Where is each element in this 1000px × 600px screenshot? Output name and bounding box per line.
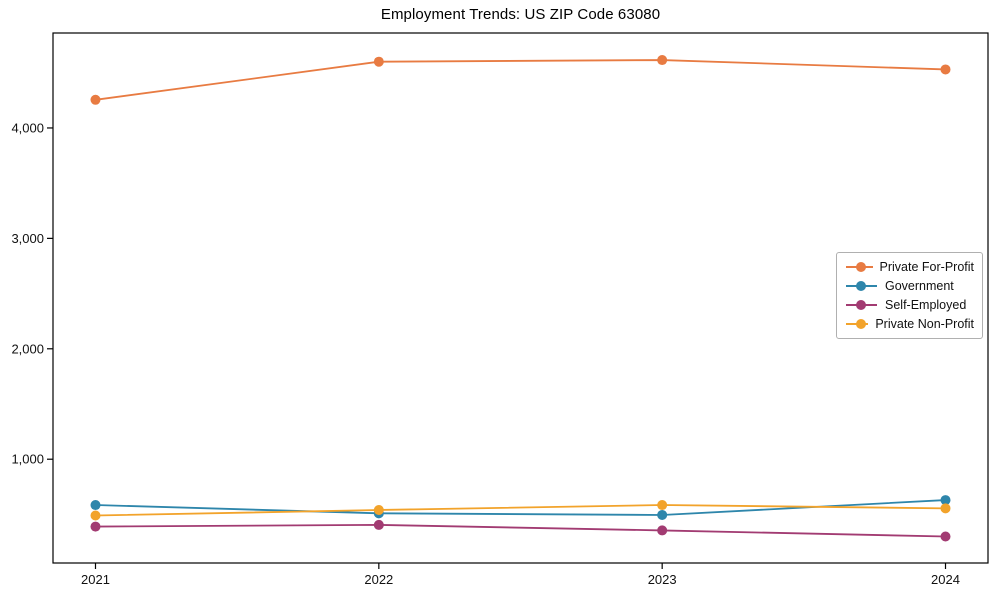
legend-item-government: Government: [845, 279, 974, 293]
legend-label: Private Non-Profit: [875, 317, 974, 332]
legend-label: Private For-Profit: [879, 259, 974, 274]
data-point-self-employed: [940, 531, 951, 542]
series-line-private-for-profit: [95, 59, 946, 101]
legend-line-marker-icon: [846, 280, 877, 291]
legend-item-private-non-profit: Private Non-Profit: [845, 317, 974, 331]
series-line-self-employed: [95, 524, 946, 538]
legend-item-self-employed: Self-Employed: [845, 298, 974, 312]
series-line-private-non-profit: [95, 504, 946, 517]
legend-line-marker-icon: [846, 319, 869, 330]
x-axis-tick-label: 2022: [364, 572, 393, 587]
data-point-private-for-profit: [373, 56, 384, 67]
x-axis-tick-label: 2021: [81, 572, 110, 587]
data-point-private-for-profit: [657, 55, 668, 66]
data-point-self-employed: [373, 519, 384, 530]
y-axis-tick-label: 3,000: [11, 231, 44, 246]
data-point-private-for-profit: [90, 94, 101, 105]
plot-frame: [52, 32, 989, 564]
data-point-private-non-profit: [373, 505, 384, 515]
x-axis-tick-label: 2024: [931, 572, 960, 587]
y-axis-tick-label: 2,000: [11, 341, 44, 356]
data-point-private-for-profit: [940, 64, 951, 75]
legend-item-private-for-profit: Private For-Profit: [845, 260, 974, 274]
data-point-self-employed: [657, 525, 668, 536]
chart-title: Employment Trends: US ZIP Code 63080: [380, 6, 661, 23]
data-point-self-employed: [90, 521, 101, 532]
data-point-private-non-profit: [90, 510, 101, 521]
y-axis-tick-label: 1,000: [11, 452, 44, 467]
data-point-government: [90, 500, 101, 511]
data-point-private-non-profit: [940, 503, 951, 514]
legend-label: Self-Employed: [885, 298, 967, 313]
data-point-private-non-profit: [657, 500, 668, 511]
legend-line-marker-icon: [846, 300, 877, 311]
x-axis-tick-label: 2023: [648, 572, 677, 587]
data-point-government: [657, 509, 668, 520]
data-point-government: [940, 495, 951, 506]
legend-label: Government: [885, 278, 954, 293]
legend: Private For-Profit Government Self-Emplo…: [836, 252, 983, 339]
y-axis-tick-label: 4,000: [11, 120, 44, 135]
legend-line-marker-icon: [846, 261, 873, 272]
